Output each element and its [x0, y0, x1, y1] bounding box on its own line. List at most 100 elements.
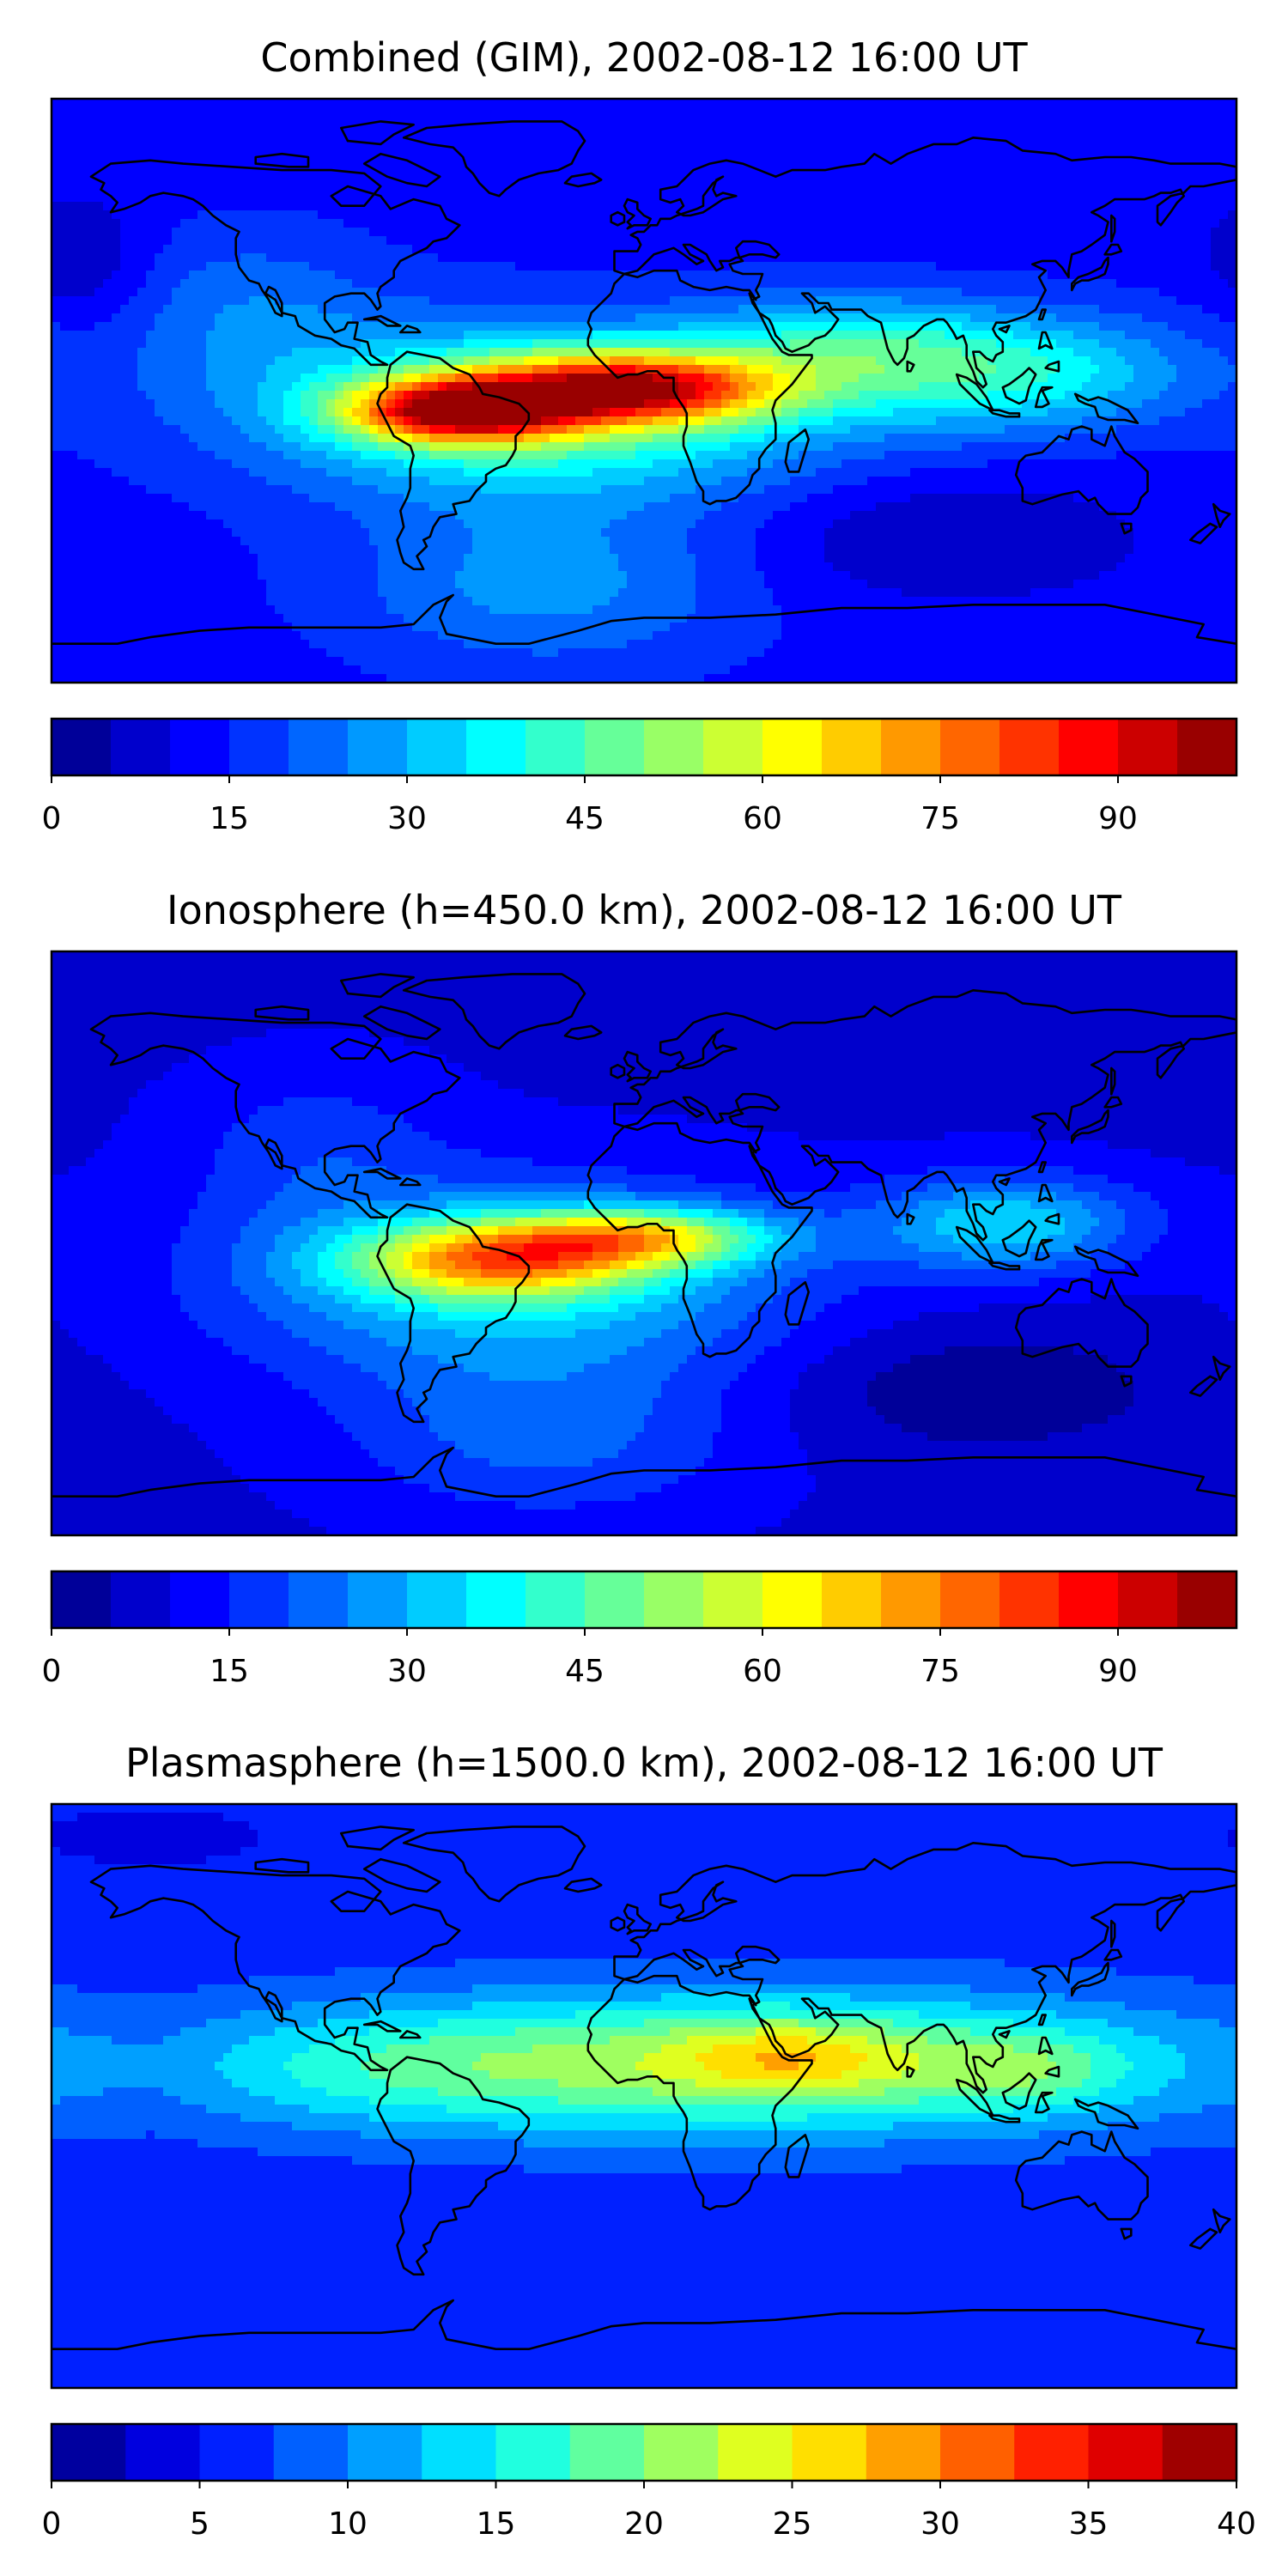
colorbar-segment	[125, 2424, 201, 2481]
coastline-sri-lanka	[906, 360, 915, 373]
coastline-sulawesi	[1034, 386, 1054, 409]
coastline-hainan	[998, 325, 1011, 334]
colorbar-tick-label: 25	[773, 2506, 812, 2542]
colorbar-frame	[50, 1570, 1238, 1630]
coastline-ireland	[610, 210, 626, 227]
colorbar-segment	[407, 719, 467, 775]
coastline-java	[988, 409, 1021, 418]
colorbar-segment	[1088, 2424, 1163, 2481]
coastline-great-britain	[623, 1050, 652, 1083]
coastline-philippines-luzon	[1037, 1183, 1054, 1203]
colorbar-segment	[348, 1571, 408, 1628]
coastline-cuba	[362, 2020, 402, 2032]
colorbar-tick-label: 20	[624, 2506, 664, 2542]
coastline-australia	[1014, 425, 1149, 515]
colorbar-segment	[1177, 719, 1237, 775]
colorbar-segment	[229, 719, 289, 775]
tec-contour-fill	[52, 99, 1236, 683]
colorbar-segment	[1162, 2424, 1237, 2481]
coastline-philippines-mindanao	[1044, 360, 1060, 373]
coastline-cuba	[362, 314, 402, 327]
coastline-eurasia	[613, 137, 1236, 389]
coastline-new-zealand-south	[1189, 2227, 1218, 2250]
coastline-hainan	[998, 1177, 1011, 1187]
coastline-madagascar	[784, 1281, 810, 1326]
colorbar-segment	[999, 1571, 1060, 1628]
colorbar-segment	[1059, 1571, 1119, 1628]
coastline-philippines-mindanao	[1044, 2065, 1060, 2078]
colorbar-tick-label: 15	[210, 801, 249, 836]
colorbar-tick-label: 60	[743, 801, 782, 836]
coastline-ellesmere-island	[340, 120, 415, 146]
map-area	[52, 99, 1236, 683]
coastline-java	[988, 1261, 1021, 1271]
colorbar-segment	[289, 1571, 349, 1628]
colorbar-segment	[718, 2424, 793, 2481]
colorbar-segment	[111, 1571, 171, 1628]
coastline-baffin-island	[362, 1857, 441, 1893]
coastline-victoria-island	[254, 1005, 310, 1021]
colorbar-segment	[466, 1571, 526, 1628]
coastline-victoria-island	[254, 1857, 310, 1874]
coastline-sulawesi	[1034, 1238, 1054, 1261]
colorbar-segment	[407, 1571, 467, 1628]
coastline-north-america	[89, 159, 461, 367]
coastline-sakhalin	[1110, 1066, 1116, 1096]
coastline-hispaniola	[399, 325, 422, 334]
coastline-philippines-luzon	[1037, 331, 1054, 350]
coastline-japan	[1071, 256, 1109, 292]
coastline-iceland	[563, 1877, 603, 1893]
coastline-iceland	[563, 172, 603, 188]
colorbar-tick-label: 75	[920, 801, 960, 836]
colorbar-segment	[526, 719, 586, 775]
colorbar-tick-label: 40	[1217, 2506, 1256, 2542]
colorbar-segment	[348, 2424, 422, 2481]
coastline-africa	[586, 269, 813, 506]
colorbar-tick-label: 30	[387, 801, 427, 836]
coastline-australia	[1014, 1278, 1149, 1368]
colorbar-segment	[111, 719, 171, 775]
coastlines	[52, 120, 1236, 645]
coastline-hokkaido	[1103, 1096, 1123, 1109]
coastline-baffin-island	[362, 152, 441, 188]
colorbar-segment	[881, 1571, 941, 1628]
coastline-sri-lanka	[906, 2065, 915, 2078]
coastline-tasmania	[1120, 2227, 1133, 2240]
colorbar-segment	[999, 719, 1060, 775]
coastline-sakhalin	[1110, 214, 1116, 243]
coastline-south-america	[376, 2056, 531, 2276]
coastline-greenland	[402, 1826, 586, 1903]
colorbar-segment	[466, 719, 526, 775]
coastline-new-guinea	[1073, 392, 1139, 425]
coastline-borneo	[1001, 2072, 1037, 2111]
colorbar-segment	[273, 2424, 349, 2481]
panel-title: Plasmasphere (h=1500.0 km), 2002-08-12 1…	[125, 1740, 1163, 1786]
colorbar-segment	[703, 719, 763, 775]
tec-contour-fill	[52, 1804, 1236, 2388]
colorbar-segment	[940, 719, 1000, 775]
coastline-hainan	[998, 2030, 1011, 2039]
coastline-new-zealand-south	[1189, 522, 1218, 544]
panels: Combined (GIM), 2002-08-12 16:00 UT 0 15 30…	[42, 34, 1256, 2542]
colorbar-segment	[199, 2424, 275, 2481]
coastline-hokkaido	[1103, 1948, 1123, 1961]
coastline-borneo	[1001, 1219, 1037, 1258]
colorbar-segment	[1177, 1571, 1237, 1628]
colorbar-segment	[644, 1571, 704, 1628]
coastlines	[52, 973, 1236, 1498]
colorbar-segment	[792, 2424, 867, 2481]
colorbar-segment	[703, 1571, 763, 1628]
colorbar-segment	[348, 719, 408, 775]
coastline-sakhalin	[1110, 1919, 1116, 1948]
colorbar-segment	[822, 1571, 882, 1628]
coastline-north-america	[89, 1012, 461, 1219]
map-panel: Plasmasphere (h=1500.0 km), 2002-08-12 1…	[42, 1740, 1256, 2542]
colorbar-segment	[940, 1571, 1000, 1628]
colorbar-segment	[569, 2424, 645, 2481]
colorbar-segment	[422, 2424, 497, 2481]
coastline-ireland	[610, 1916, 626, 1932]
map-frame	[50, 1802, 1238, 2390]
map-area	[52, 951, 1236, 1535]
coastline-ellesmere-island	[340, 1826, 415, 1851]
